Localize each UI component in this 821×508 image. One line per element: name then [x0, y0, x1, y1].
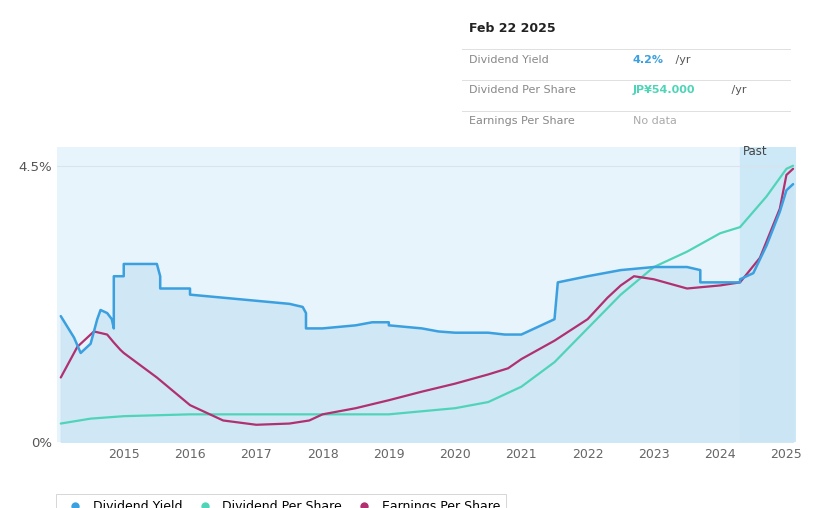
Text: Past: Past [743, 145, 768, 158]
Text: Earnings Per Share: Earnings Per Share [470, 116, 575, 126]
Text: Feb 22 2025: Feb 22 2025 [470, 22, 556, 35]
Bar [740, 147, 796, 442]
Text: Dividend Yield: Dividend Yield [470, 55, 549, 66]
Legend: Dividend Yield, Dividend Per Share, Earnings Per Share: Dividend Yield, Dividend Per Share, Earn… [57, 494, 507, 508]
Text: 4.2%: 4.2% [633, 55, 664, 66]
Text: JP¥54.000: JP¥54.000 [633, 85, 695, 95]
Text: Dividend Per Share: Dividend Per Share [470, 85, 576, 95]
Text: /yr: /yr [728, 85, 747, 95]
Text: No data: No data [633, 116, 677, 126]
Text: /yr: /yr [672, 55, 690, 66]
